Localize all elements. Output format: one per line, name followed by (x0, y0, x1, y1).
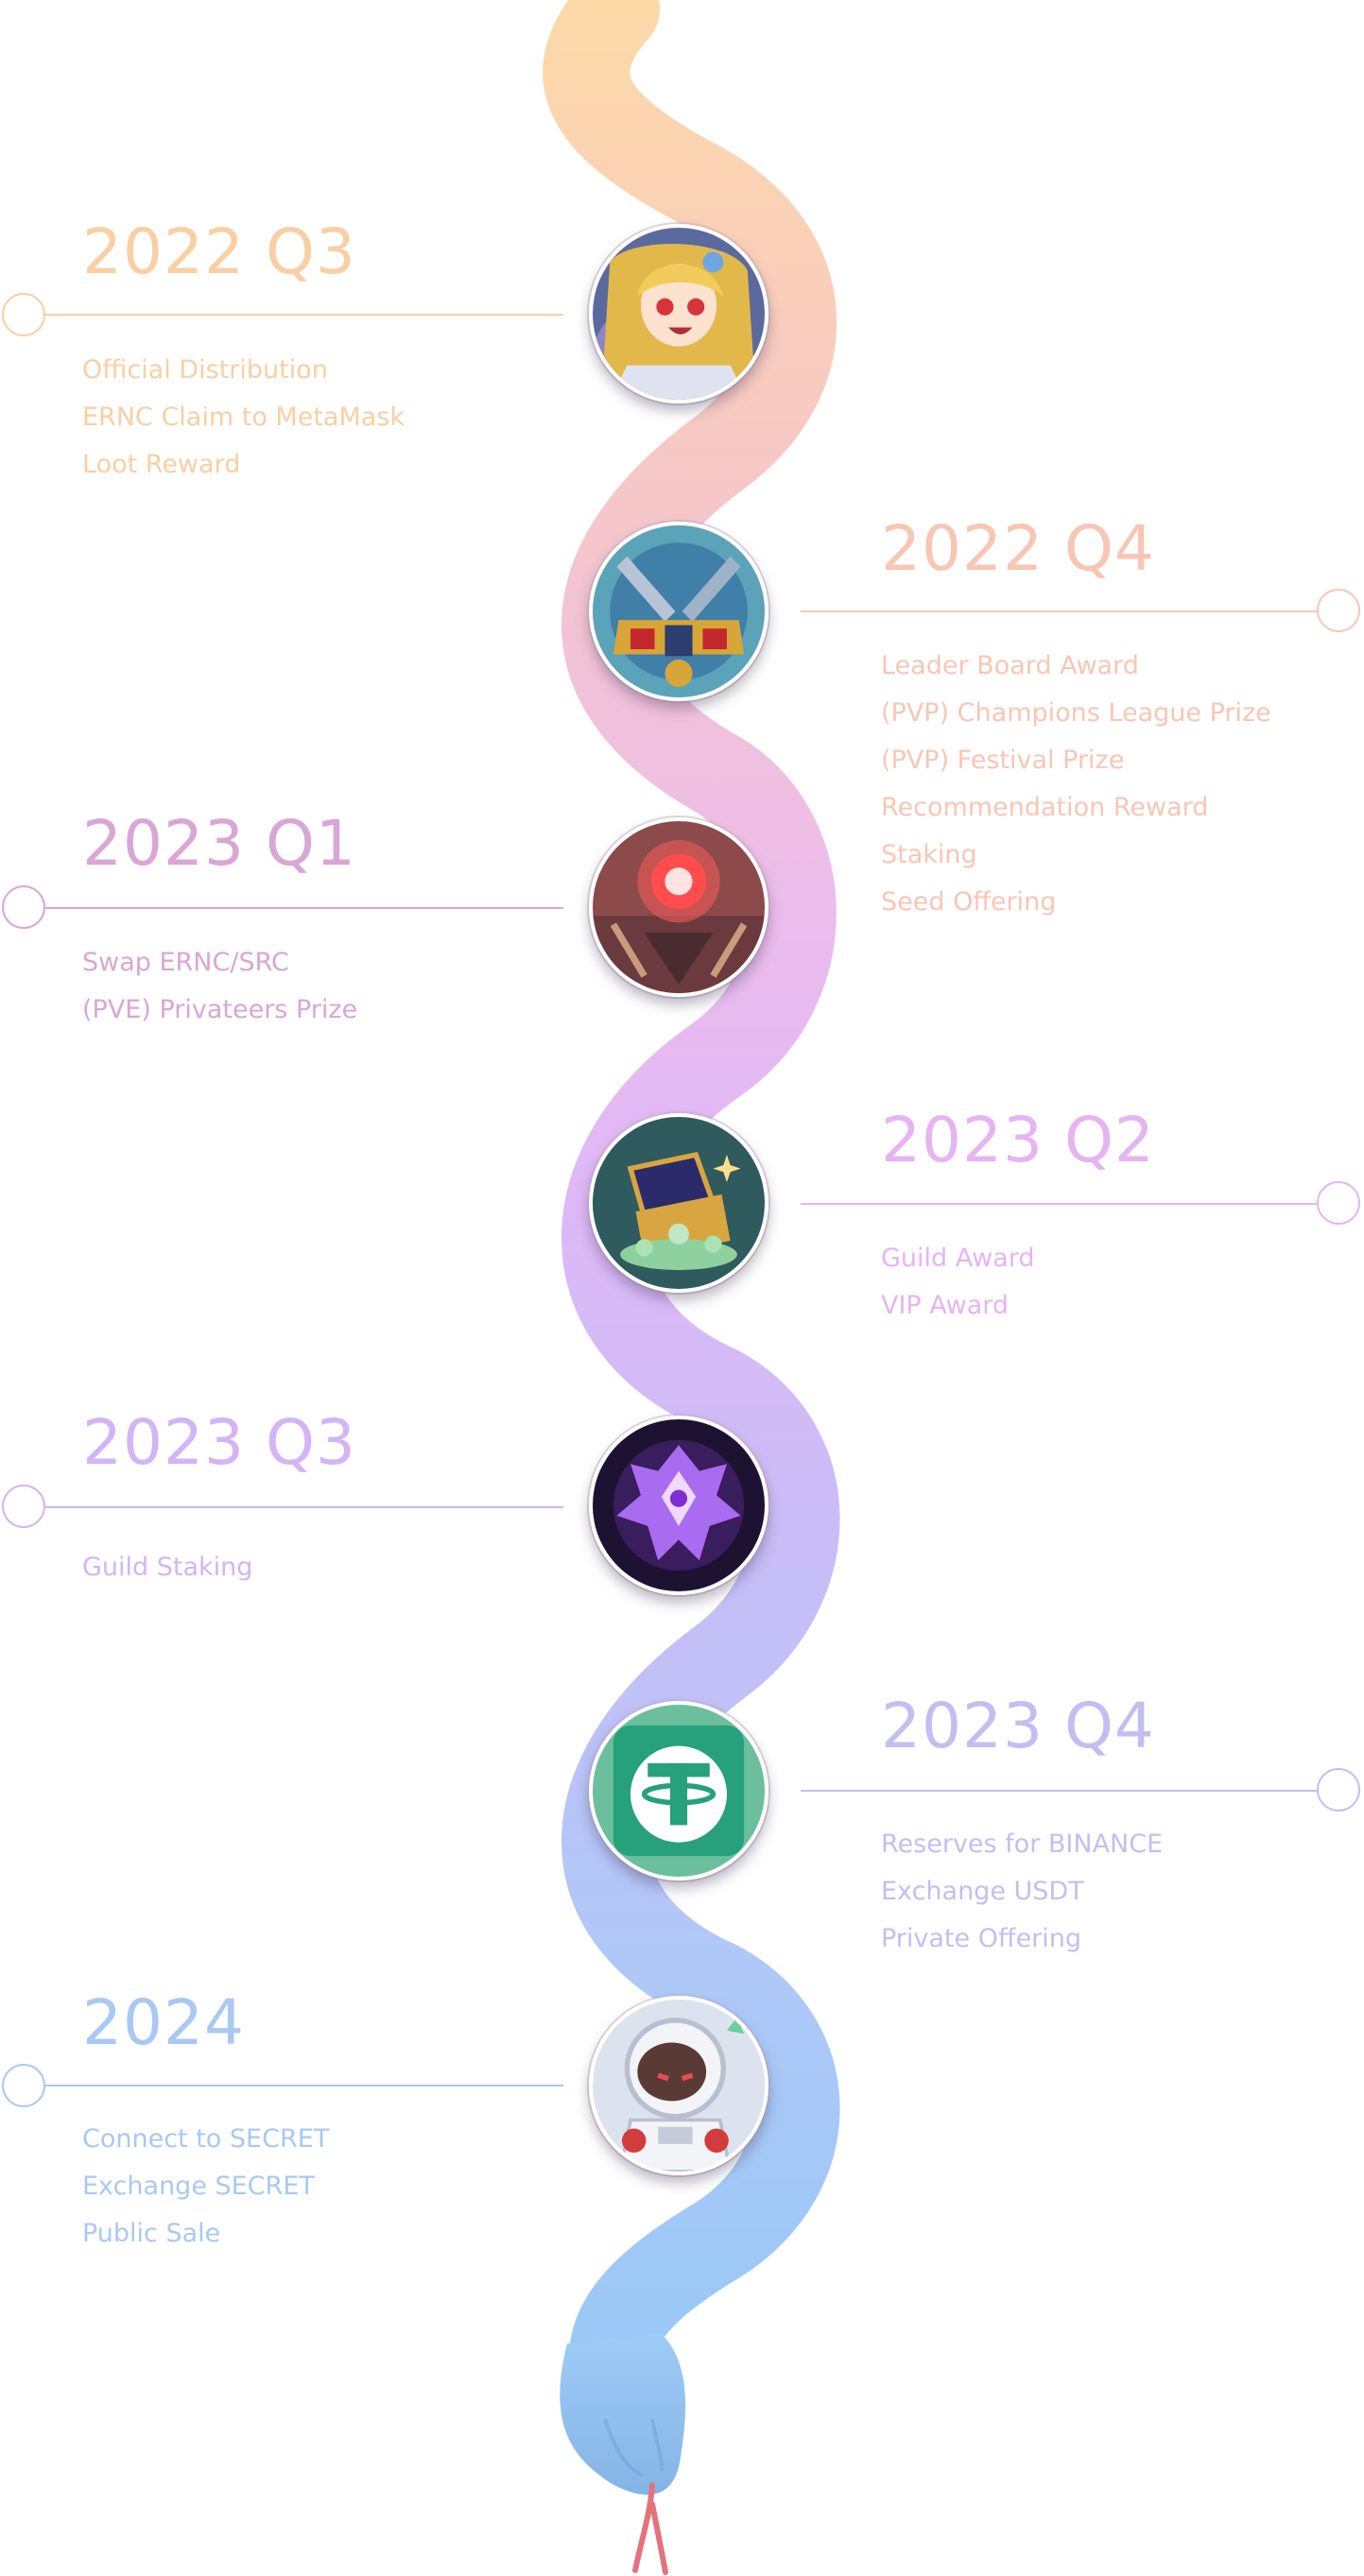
purple-crest-icon (589, 1416, 768, 1595)
astronaut-icon (589, 1996, 768, 2175)
milestone-items: Swap ERNC/SRC (PVE) Privateers Prize (82, 939, 357, 1034)
milestone-items: Official Distribution ERNC Claim to Meta… (82, 347, 405, 489)
snake-tongue (632, 2482, 668, 2575)
milestone-period: 2022 Q4 (881, 512, 1155, 585)
timeline-node (1317, 589, 1360, 632)
list-item: Staking (881, 840, 977, 869)
list-item: Private Offering (881, 1924, 1082, 1953)
milestone-period: 2024 (82, 1986, 245, 2059)
anime-girl-icon (589, 224, 768, 404)
list-item: Recommendation Reward (881, 793, 1209, 822)
list-item: Guild Award (881, 1244, 1035, 1273)
tether-usdt-icon (589, 1701, 768, 1880)
list-item: Swap ERNC/SRC (82, 948, 289, 977)
timeline-node (1317, 1768, 1360, 1812)
timeline-connector (801, 1203, 1317, 1205)
timeline-connector (801, 1790, 1317, 1792)
milestone-items: Connect to SECRET Exchange SECRET Public… (82, 2116, 329, 2258)
timeline-connector (45, 2085, 563, 2087)
list-item: Official Distribution (82, 355, 328, 385)
timeline-node (1317, 1181, 1360, 1225)
timeline-node (2, 293, 45, 336)
timeline-connector (45, 1506, 563, 1508)
timeline-connector (45, 314, 563, 316)
list-item: Connect to SECRET (82, 2124, 330, 2154)
list-item: (PVP) Champions League Prize (881, 698, 1271, 728)
timeline-node (2, 1485, 45, 1528)
milestone-items: Leader Board Award (PVP) Champions Leagu… (881, 643, 1271, 926)
crossed-swords-shield-icon (589, 522, 768, 701)
milestone-items: Guild Award VIP Award (881, 1235, 1035, 1330)
list-item: ERNC Claim to MetaMask (82, 403, 406, 432)
milestone-period: 2022 Q3 (82, 215, 356, 288)
timeline-node (2, 2064, 45, 2107)
list-item: Exchange SECRET (82, 2172, 315, 2201)
list-item: (PVE) Privateers Prize (82, 995, 358, 1024)
list-item: Exchange USDT (881, 1877, 1084, 1906)
treasure-chest-icon (589, 1113, 768, 1293)
list-item: VIP Award (881, 1291, 1010, 1320)
list-item: Guild Staking (82, 1553, 253, 1582)
red-emblem-icon (589, 817, 768, 997)
milestone-items: Reserves for BINANCE Exchange USDT Priva… (881, 1821, 1163, 1963)
snake-head (560, 2334, 686, 2495)
list-item: Loot Reward (82, 450, 241, 479)
list-item: Reserves for BINANCE (881, 1829, 1164, 1859)
list-item: Leader Board Award (881, 651, 1139, 680)
milestone-period: 2023 Q3 (82, 1406, 356, 1479)
milestone-period: 2023 Q2 (881, 1104, 1155, 1176)
timeline-connector (801, 610, 1317, 612)
timeline-connector (45, 907, 563, 909)
list-item: (PVP) Festival Prize (881, 746, 1125, 775)
milestone-items: Guild Staking (82, 1544, 252, 1591)
list-item: Seed Offering (881, 887, 1057, 917)
list-item: Public Sale (82, 2219, 221, 2248)
milestone-period: 2023 Q4 (881, 1690, 1155, 1762)
timeline-node (2, 885, 45, 929)
milestone-period: 2023 Q1 (82, 807, 356, 880)
